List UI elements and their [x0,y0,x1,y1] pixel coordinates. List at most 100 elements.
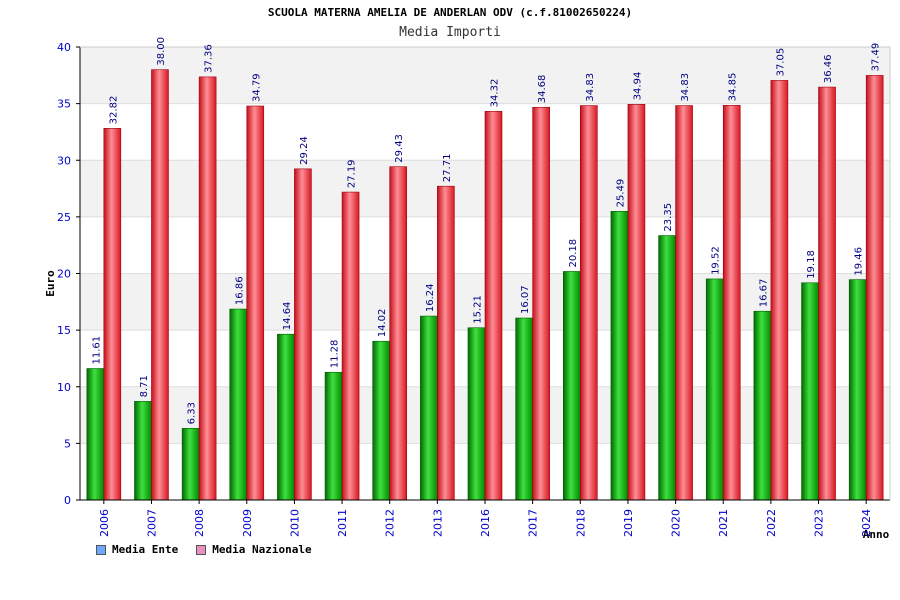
data-label: 27.19 [347,159,358,188]
x-tick-label: 2012 [384,509,397,537]
legend-item-media-nazionale: Media Nazionale [196,543,312,556]
bar-media-nazionale [675,105,693,501]
y-tick-label: 35 [57,98,71,111]
data-label: 34.79 [251,73,262,102]
y-tick-label: 30 [57,154,71,167]
bar-media-nazionale [341,191,360,501]
legend-label-media-ente: Media Ente [112,543,179,556]
y-tick-label: 0 [64,494,71,507]
bar-media-ente [801,282,819,501]
bar-media-nazionale [484,111,503,501]
data-label: 34.68 [537,75,548,104]
data-label: 19.18 [806,250,817,279]
x-tick-label: 2019 [622,509,635,537]
data-label: 16.24 [425,283,436,312]
x-tick-label: 2021 [717,509,730,537]
bar-media-ente [753,310,772,501]
y-tick-label: 15 [57,324,71,337]
x-tick-label: 2017 [527,509,540,537]
bar-media-nazionale [627,104,646,501]
bar-media-ente [420,315,438,501]
data-label: 32.82 [108,96,119,125]
bar-media-nazionale [198,76,217,501]
bar-media-ente [134,401,152,501]
bar-media-nazionale [151,69,169,501]
bar-media-ente [181,428,200,501]
chart-title: SCUOLA MATERNA AMELIA DE ANDERLAN ODV (c… [267,6,633,19]
bar-media-nazionale [103,128,122,501]
x-tick-label: 2011 [336,509,349,537]
x-tick-label: 2022 [765,509,778,537]
data-label: 34.85 [728,73,739,102]
data-label: 16.86 [234,276,245,305]
data-label: 29.24 [299,136,310,165]
bar-media-ente [372,340,391,501]
bar-media-ente [229,308,248,501]
y-tick-label: 40 [57,41,71,54]
data-label: 37.36 [204,44,215,73]
bar-media-ente [610,211,629,501]
data-label: 37.49 [871,43,882,72]
legend-swatch-media-nazionale [196,544,207,555]
legend: Media Ente Media Nazionale [96,543,312,556]
data-label: 29.43 [394,134,405,163]
x-tick-label: 2023 [813,509,826,537]
y-tick-label: 25 [57,211,71,224]
data-label: 34.83 [680,73,691,102]
data-label: 19.46 [854,247,865,276]
legend-item-media-ente: Media Ente [96,543,178,556]
x-tick-label: 2006 [98,509,111,537]
data-label: 36.46 [823,54,834,83]
x-tick-label: 2007 [145,509,158,537]
bar-media-nazionale [722,105,741,501]
x-tick-label: 2009 [241,509,254,537]
data-label: 16.67 [758,279,769,308]
x-tick-label: 2013 [431,509,444,537]
data-label: 23.35 [663,203,674,232]
bar-media-nazionale [437,185,455,501]
x-tick-label: 2020 [670,509,683,537]
data-label: 37.05 [775,48,786,77]
data-label: 16.07 [520,285,531,314]
data-label: 20.18 [568,239,579,268]
bar-media-nazionale [389,166,408,501]
bar-media-nazionale [294,168,312,501]
data-label: 6.33 [187,402,198,424]
x-axis-label: Anno [863,528,890,541]
bar-media-ente [705,278,724,501]
bar-media-ente [324,371,343,501]
bar-media-ente [515,317,533,501]
data-label: 34.83 [585,73,596,102]
bar-media-ente [848,279,867,501]
data-label: 8.71 [139,375,150,397]
data-label: 15.21 [473,295,484,324]
bar-media-ente [658,235,676,501]
legend-label-media-nazionale: Media Nazionale [212,543,312,556]
bar-media-ente [86,368,105,501]
y-tick-label: 5 [64,437,71,450]
y-tick-label: 20 [57,268,71,281]
data-label: 11.28 [330,340,341,369]
y-axis-label: Euro [44,270,57,297]
bar-media-nazionale [818,86,836,501]
x-tick-label: 2018 [574,509,587,537]
x-tick-label: 2024 [860,509,873,537]
bar-media-nazionale [865,75,884,501]
y-tick-label: 10 [57,381,71,394]
data-label: 27.71 [442,154,453,183]
data-label: 14.02 [377,309,388,338]
x-tick-label: 2016 [479,509,492,537]
bar-media-ente [277,333,295,501]
x-tick-label: 2010 [288,509,301,537]
data-label: 34.94 [632,72,643,101]
bar-media-nazionale [532,106,550,501]
data-label: 25.49 [615,179,626,208]
x-tick-label: 2008 [193,509,206,537]
data-label: 38.00 [156,37,167,66]
bar-media-nazionale [246,105,265,501]
data-label: 19.52 [711,246,722,275]
bar-media-ente [467,327,486,501]
data-label: 11.61 [91,336,102,365]
bar-media-nazionale [770,80,789,501]
